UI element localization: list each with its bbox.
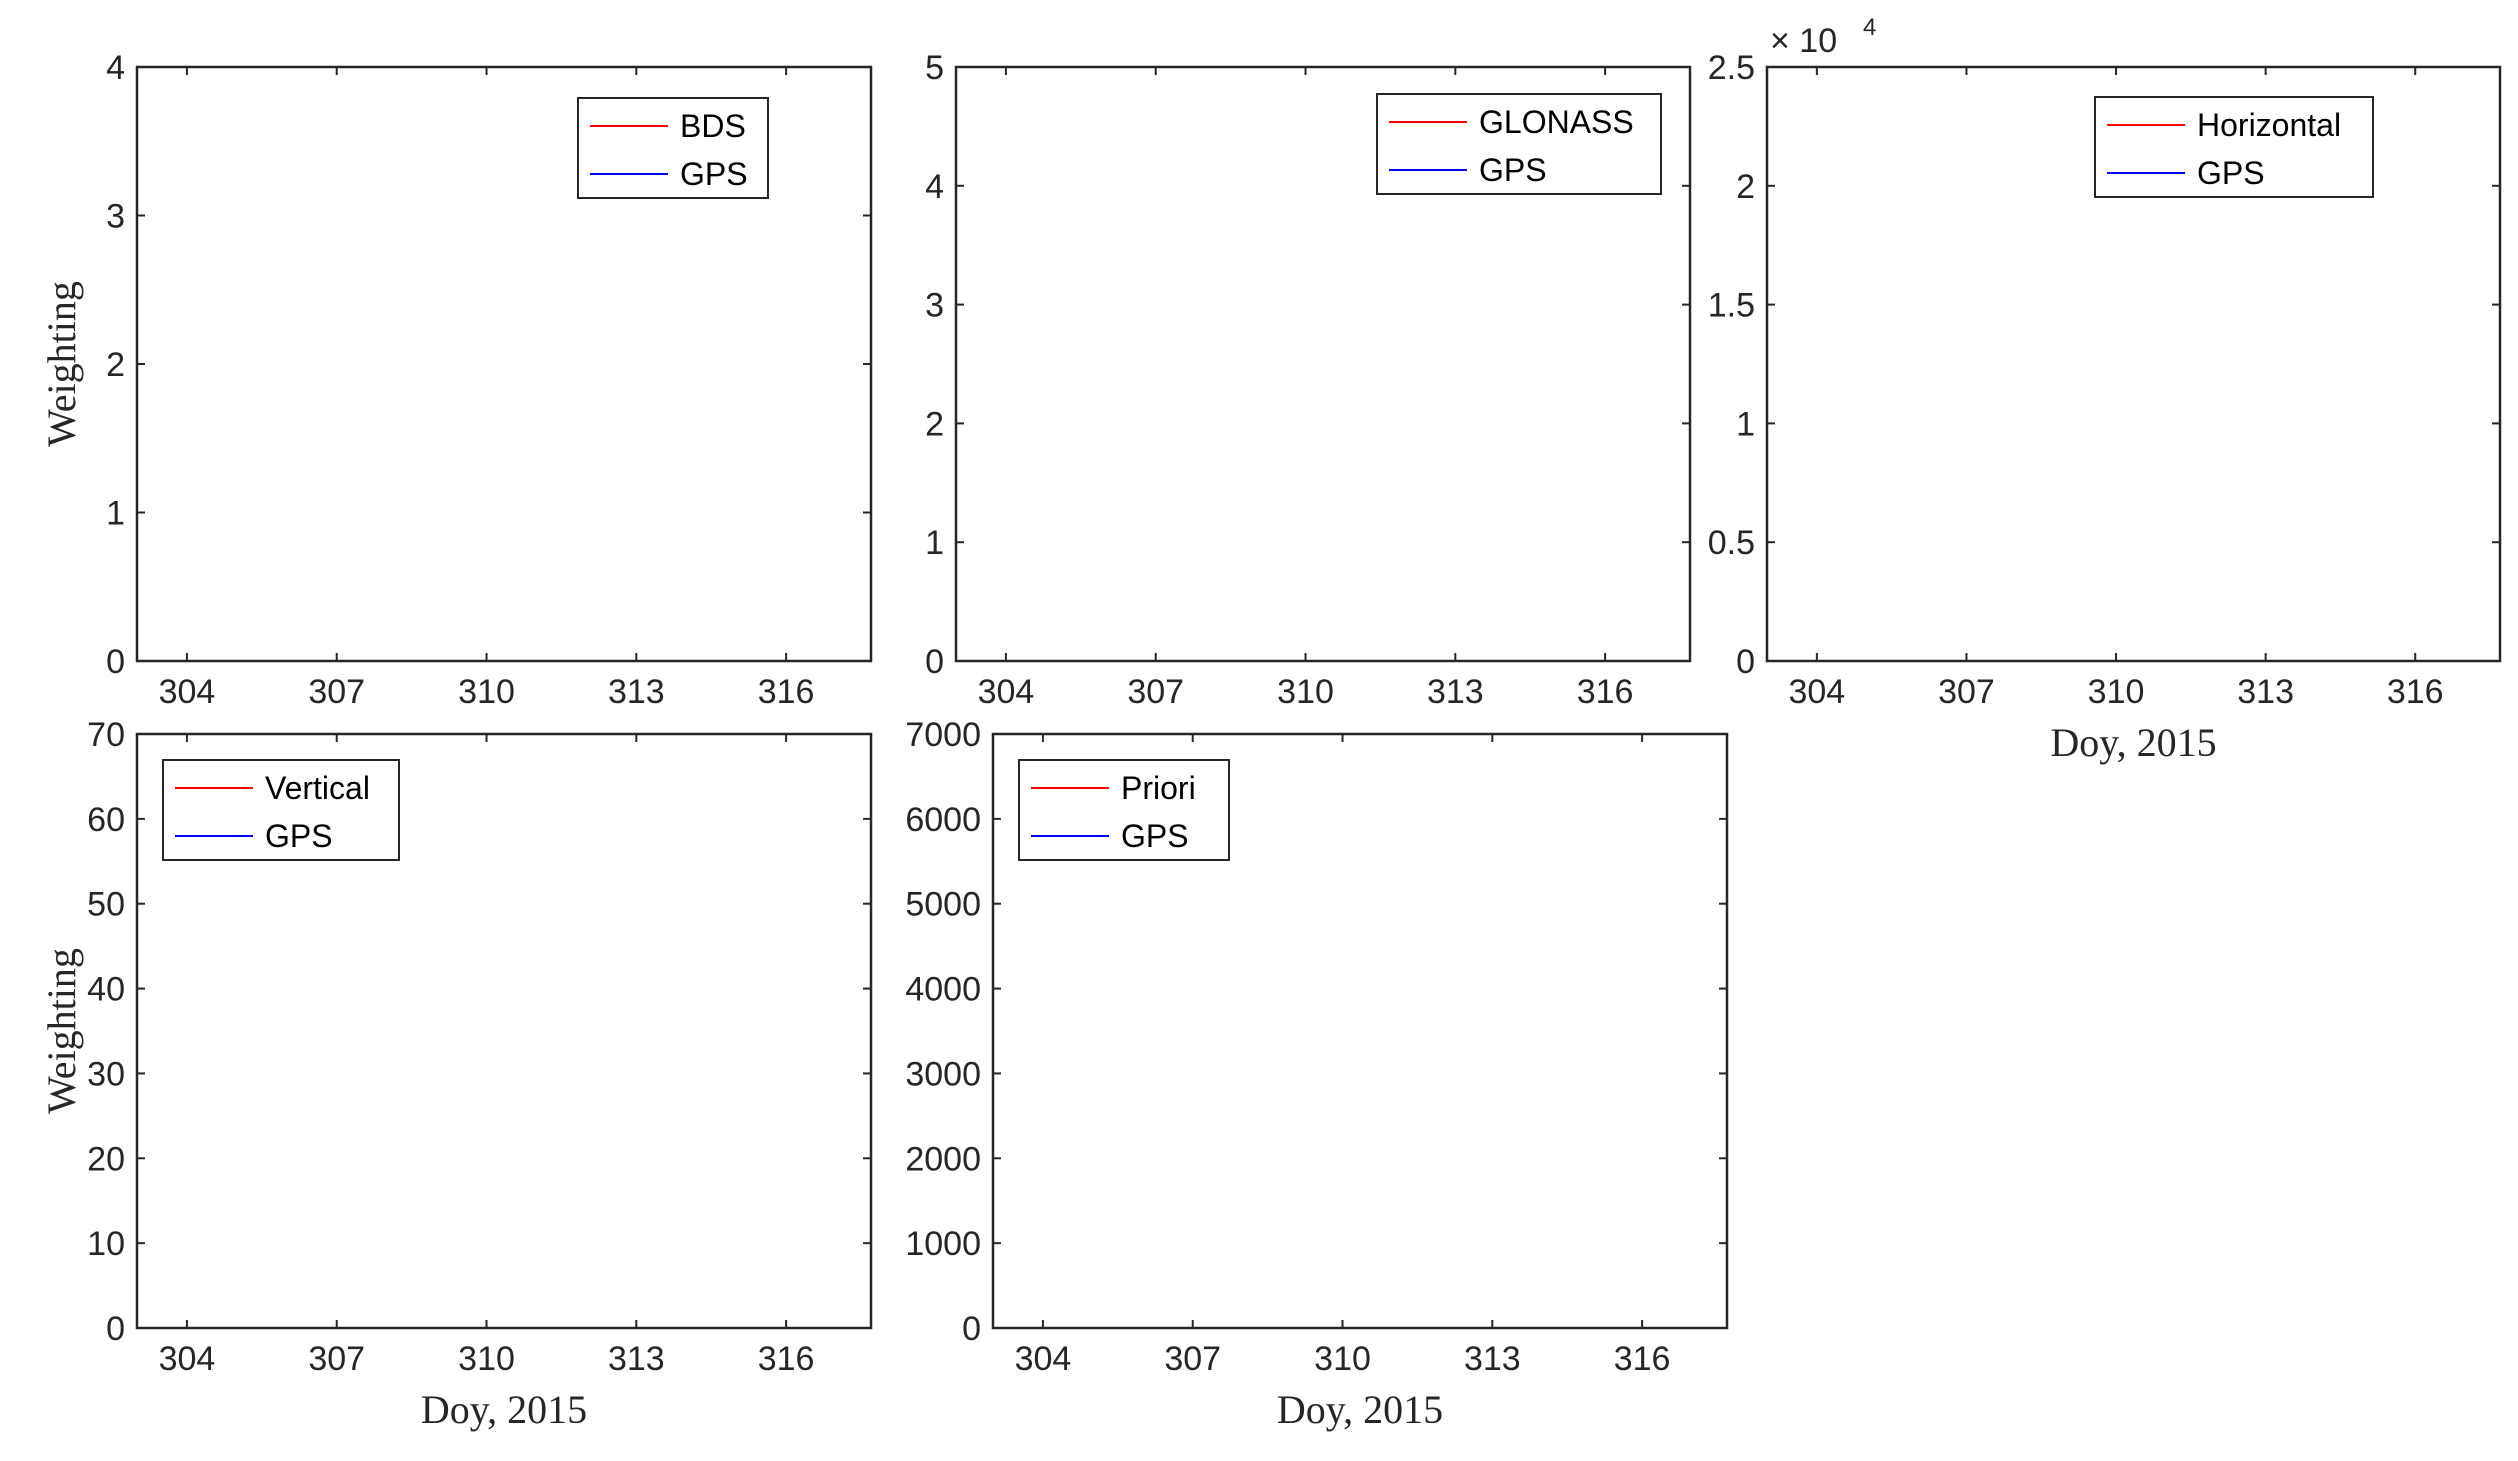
x-tick-label: 304 [159, 1340, 216, 1378]
y-tick-label: 3 [106, 198, 125, 236]
x-tick-label: 310 [1314, 1340, 1371, 1378]
legend: Vertical GPS [162, 759, 400, 861]
x-tick-label: 304 [159, 673, 216, 711]
x-tick-label: 307 [1164, 1340, 1221, 1378]
legend: BDS GPS [577, 97, 769, 199]
x-tick-label: 313 [608, 1340, 665, 1378]
legend-label-gps: GPS [680, 156, 748, 192]
y-tick-label: 50 [87, 886, 125, 924]
y-tick-label: 0 [106, 1310, 125, 1348]
y-tick-label: 5000 [905, 886, 981, 924]
legend-box [162, 759, 400, 861]
y-axis-title: Weighting [39, 281, 84, 447]
y-tick-label: 0 [925, 643, 944, 681]
y-tick-label: 2000 [905, 1140, 981, 1178]
x-tick-label: 316 [1577, 673, 1634, 711]
legend: Priori GPS [1018, 759, 1230, 861]
y-tick-label: 40 [87, 971, 125, 1009]
legend-label-vertical: Vertical [265, 770, 370, 806]
x-tick-label: 307 [1127, 673, 1184, 711]
y-tick-label: 1 [925, 524, 944, 562]
y-exponent-power: 4 [1863, 14, 1876, 41]
x-tick-label: 310 [2088, 673, 2145, 711]
y-tick-label: 5 [925, 49, 944, 87]
x-axis-title: Doy, 2015 [1277, 1387, 1443, 1432]
y-tick-label: 10 [87, 1225, 125, 1263]
x-tick-label: 313 [2237, 673, 2294, 711]
x-axis-title: Doy, 2015 [2050, 720, 2216, 765]
x-tick-label: 316 [2387, 673, 2444, 711]
legend-box [2094, 96, 2374, 198]
legend-label-gps: GPS [265, 818, 333, 854]
x-tick-label: 310 [1277, 673, 1334, 711]
y-tick-label: 1.5 [1708, 287, 1755, 325]
y-axis-title: Weighting [39, 948, 84, 1114]
legend-label-gps: GPS [1121, 818, 1189, 854]
y-exponent-label: × 10 [1770, 22, 1837, 60]
x-tick-label: 316 [758, 1340, 815, 1378]
y-tick-label: 0 [1736, 643, 1755, 681]
x-tick-label: 313 [1464, 1340, 1521, 1378]
x-tick-label: 316 [1614, 1340, 1671, 1378]
y-tick-label: 70 [87, 716, 125, 754]
axes-frame [991, 732, 1729, 1330]
y-tick-label: 2.5 [1708, 49, 1755, 87]
x-tick-label: 307 [1938, 673, 1995, 711]
y-tick-label: 60 [87, 801, 125, 839]
legend: Horizontal GPS [2094, 96, 2374, 198]
y-tick-label: 1 [106, 495, 125, 533]
y-tick-label: 7000 [905, 716, 981, 754]
y-tick-label: 20 [87, 1140, 125, 1178]
y-tick-label: 1000 [905, 1225, 981, 1263]
x-tick-label: 304 [978, 673, 1035, 711]
x-tick-label: 310 [458, 673, 515, 711]
y-tick-label: 6000 [905, 801, 981, 839]
y-tick-label: 2 [925, 405, 944, 443]
panel-horizontal: 304 307 310 313 316 0 0.5 1 1.5 2 2.5 × 10 4 Doy, 201… [1708, 14, 2502, 765]
x-tick-label: 316 [758, 673, 815, 711]
legend-label-glonass: GLONASS [1479, 104, 1634, 140]
x-tick-label: 313 [608, 673, 665, 711]
x-tick-label: 310 [458, 1340, 515, 1378]
x-tick-label: 307 [308, 673, 365, 711]
legend-box [1376, 93, 1662, 195]
y-tick-label: 4000 [905, 971, 981, 1009]
y-tick-label: 30 [87, 1055, 125, 1093]
x-tick-label: 304 [1788, 673, 1845, 711]
panel-priori: 304 307 310 313 316 0 1000 2000 3000 4000 5000 6000… [905, 716, 1729, 1432]
legend-label-priori: Priori [1121, 770, 1196, 806]
y-tick-label: 4 [106, 49, 125, 87]
legend-label-horizontal: Horizontal [2197, 107, 2341, 143]
legend-box [1018, 759, 1230, 861]
y-tick-label: 0 [106, 643, 125, 681]
legend-label-bds: BDS [680, 108, 746, 144]
panel-glonass: 304 307 310 313 316 0 1 2 3 4 5 GLONASS GPS [925, 49, 1692, 711]
panel-bds: 304 307 310 313 316 0 1 2 3 4 Weighting BDS GPS [39, 49, 873, 711]
y-tick-label: 4 [925, 168, 944, 206]
x-tick-label: 313 [1427, 673, 1484, 711]
y-tick-label: 2 [1736, 168, 1755, 206]
legend-label-gps: GPS [2197, 155, 2265, 191]
y-tick-label: 0 [962, 1310, 981, 1348]
y-tick-label: 3000 [905, 1055, 981, 1093]
panel-vertical: 304 307 310 313 316 0 10 20 30 40 50 60 70 Weighting D… [39, 716, 873, 1432]
legend-box [577, 97, 769, 199]
y-tick-label: 0.5 [1708, 524, 1755, 562]
legend-label-gps: GPS [1479, 152, 1547, 188]
y-tick-label: 2 [106, 346, 125, 384]
x-axis-title: Doy, 2015 [421, 1387, 587, 1432]
x-tick-label: 307 [308, 1340, 365, 1378]
x-tick-label: 304 [1015, 1340, 1072, 1378]
y-tick-label: 3 [925, 287, 944, 325]
y-tick-label: 1 [1736, 405, 1755, 443]
legend: GLONASS GPS [1376, 93, 1662, 195]
